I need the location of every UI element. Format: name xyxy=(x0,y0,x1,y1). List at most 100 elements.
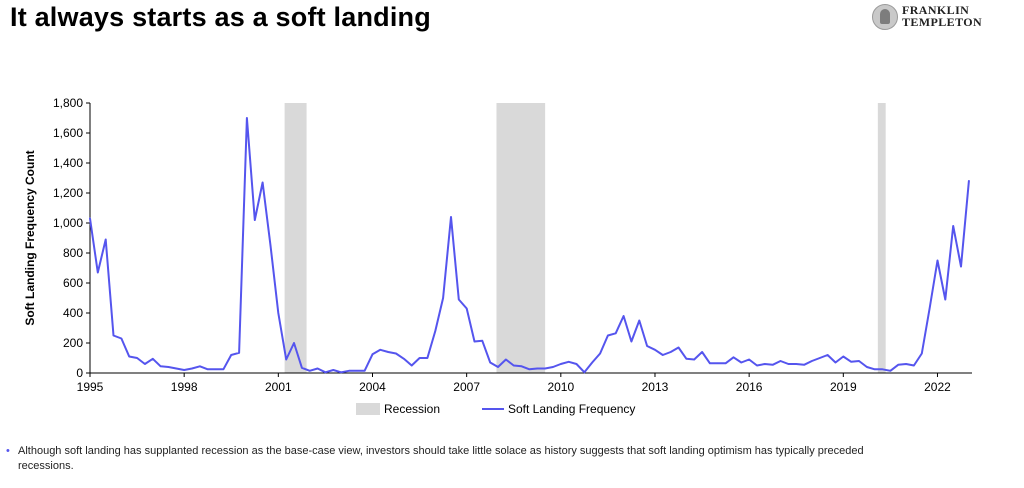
data-point xyxy=(591,361,593,364)
y-axis-title: Soft Landing Frequency Count xyxy=(23,150,37,325)
data-point xyxy=(426,357,429,359)
data-point xyxy=(285,358,287,361)
data-point xyxy=(293,342,295,344)
logo-line-1: FRANKLIN xyxy=(902,3,970,17)
data-point xyxy=(811,360,813,362)
data-point xyxy=(536,367,538,370)
data-point xyxy=(112,334,115,337)
data-point xyxy=(638,319,640,322)
logo-wordmark: FRANKLIN TEMPLETON xyxy=(902,4,982,28)
data-point xyxy=(395,352,397,355)
y-tick-label: 200 xyxy=(63,336,83,350)
data-point xyxy=(662,354,664,356)
data-point xyxy=(309,370,311,372)
data-point xyxy=(670,351,672,353)
data-point xyxy=(481,340,483,342)
data-point xyxy=(764,363,766,365)
data-point xyxy=(246,117,248,119)
logo-line-2: TEMPLETON xyxy=(902,15,983,29)
data-point xyxy=(520,365,523,367)
data-point xyxy=(97,271,99,274)
data-point xyxy=(819,357,821,359)
data-point xyxy=(866,366,868,368)
data-point xyxy=(324,371,327,373)
data-point xyxy=(230,354,232,356)
data-point xyxy=(560,363,562,365)
data-point xyxy=(544,367,546,370)
data-point xyxy=(434,330,436,332)
data-point xyxy=(128,355,130,358)
data-point xyxy=(709,362,711,364)
x-tick-label: 2007 xyxy=(453,380,480,394)
y-tick-label: 1,800 xyxy=(53,96,83,110)
data-point xyxy=(858,360,860,362)
data-point xyxy=(756,364,758,367)
data-point xyxy=(685,358,687,360)
data-point xyxy=(418,357,421,359)
data-point xyxy=(505,358,507,361)
footnote-bullet-icon: • xyxy=(6,445,10,457)
x-tick-label: 2001 xyxy=(265,380,292,394)
recession-band-2 xyxy=(496,103,546,373)
data-point xyxy=(881,368,884,370)
data-point xyxy=(779,360,782,362)
data-point xyxy=(842,355,844,358)
recession-band-3 xyxy=(877,103,886,373)
data-point xyxy=(332,369,334,371)
data-point xyxy=(772,364,774,366)
data-point xyxy=(630,340,633,343)
data-point xyxy=(827,354,829,356)
data-point xyxy=(701,351,703,353)
data-point xyxy=(269,244,272,247)
legend-label-recession: Recession xyxy=(384,402,440,416)
soft-landing-chart: 0 200 400 600 800 1,000 1,200 1,400 1,600 1,800 19… xyxy=(23,96,972,416)
y-tick-label: 1,200 xyxy=(53,186,83,200)
franklin-templeton-logo: FRANKLIN TEMPLETON xyxy=(872,4,1002,34)
legend-label-soft-landing: Soft Landing Frequency xyxy=(508,402,635,416)
data-point xyxy=(497,366,499,368)
data-point xyxy=(921,352,923,355)
data-point xyxy=(740,361,742,364)
y-tick-label: 0 xyxy=(76,366,83,380)
data-point xyxy=(379,349,381,351)
data-point xyxy=(262,181,264,184)
data-point xyxy=(473,340,476,343)
x-tick-label: 2016 xyxy=(736,380,763,394)
y-tick-label: 1,400 xyxy=(53,156,83,170)
data-point xyxy=(615,332,617,334)
data-point xyxy=(458,298,460,301)
data-point xyxy=(897,364,899,366)
data-point xyxy=(622,315,625,317)
recession-band-1 xyxy=(284,103,307,373)
data-point xyxy=(936,259,939,262)
data-point xyxy=(889,370,891,372)
data-point xyxy=(183,369,185,371)
y-tick-label: 1,600 xyxy=(53,126,83,140)
data-point xyxy=(144,363,146,365)
data-point xyxy=(316,367,319,370)
data-point xyxy=(120,337,122,340)
data-point xyxy=(387,351,389,353)
data-point xyxy=(442,297,444,299)
data-point xyxy=(803,364,805,366)
data-point xyxy=(952,225,954,227)
data-point xyxy=(905,363,907,365)
data-point xyxy=(152,358,154,360)
page-title: It always starts as a soft landing xyxy=(10,2,431,32)
data-point xyxy=(411,364,413,367)
data-point xyxy=(834,361,837,364)
x-tick-label: 2022 xyxy=(924,380,951,394)
data-point xyxy=(677,346,680,349)
data-point xyxy=(340,371,342,373)
x-tick-label: 2010 xyxy=(547,380,574,394)
y-tick-label: 400 xyxy=(63,306,83,320)
data-point xyxy=(238,352,240,354)
data-point xyxy=(254,219,256,221)
data-point xyxy=(732,356,735,358)
data-point xyxy=(356,370,358,372)
footnote-text: Although soft landing has supplanted rec… xyxy=(18,445,864,472)
data-point xyxy=(968,180,970,182)
data-point xyxy=(207,368,209,370)
x-tick-label: 1998 xyxy=(171,380,198,394)
data-point xyxy=(607,334,609,337)
